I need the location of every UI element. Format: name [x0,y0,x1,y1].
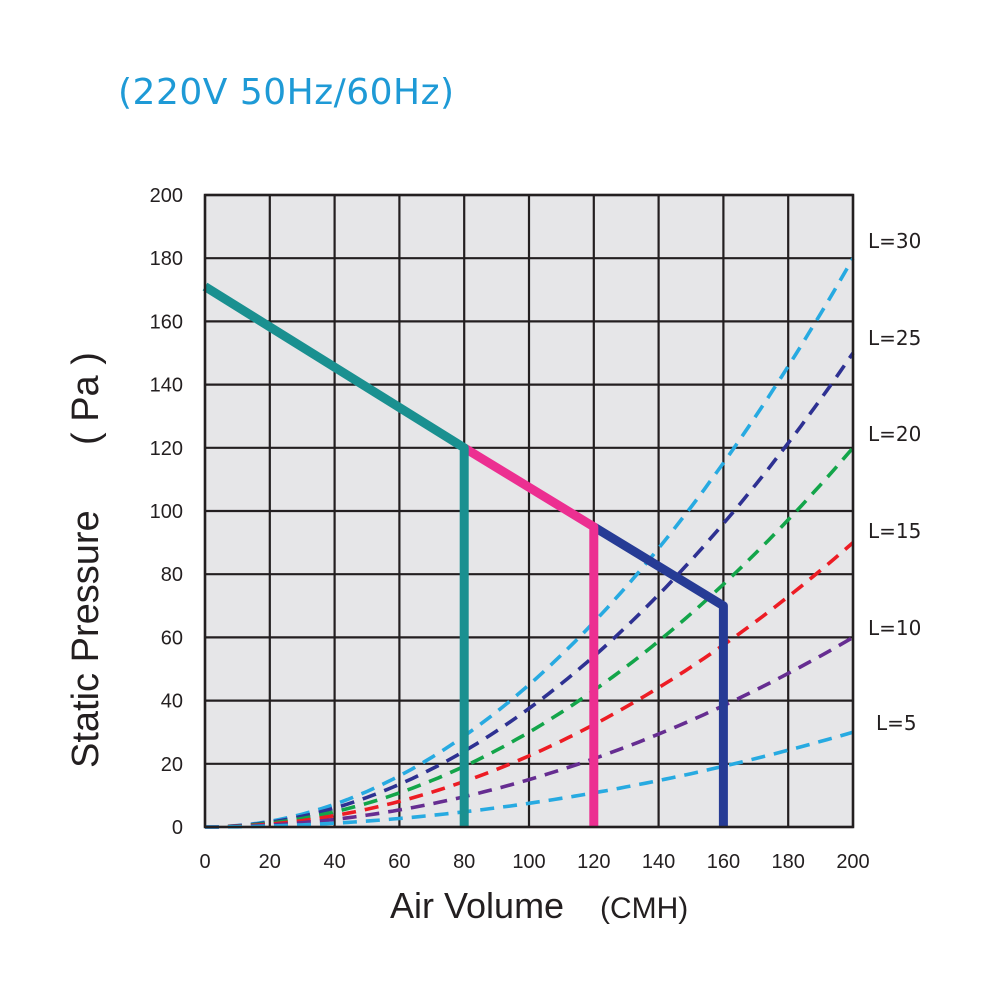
y-tick-labels: 0 20 40 60 80 100 120 140 160 180 200 [150,185,183,839]
legend-label: L=10 [868,616,921,640]
x-tick-label: 180 [772,851,805,873]
performance-curves [202,282,728,827]
x-tick-label: 140 [642,851,675,873]
plot-frame [203,193,855,829]
x-tick-label: 40 [323,851,345,873]
chart-title: (220V 50Hz/60Hz) [118,72,455,113]
system-curve-l-30 [204,257,855,829]
y-tick-label: 20 [161,754,183,776]
y-tick-label: 120 [150,438,183,460]
x-tick-label: 60 [388,851,410,873]
legend-label: L=25 [868,326,921,350]
x-tick-label: 80 [453,851,475,873]
y-tick-label: 180 [150,248,183,270]
y-axis-unit: ( Pa ) [65,352,107,445]
x-tick-label: 200 [836,851,869,873]
legend: L=30 L=25 L=20 L=15 L=10 L=5 [868,229,921,735]
legend-label: L=20 [868,422,921,446]
x-axis-label: Air Volume [390,885,564,926]
y-tick-label: 0 [172,817,183,839]
x-tick-label: 120 [577,851,610,873]
system-curve-l-25 [205,351,855,829]
system-curve-l-5 [205,730,854,829]
legend-label: L=15 [868,519,921,543]
performance-curve-high [591,522,728,827]
system-curve-l-15 [205,541,855,829]
y-tick-label: 40 [161,691,183,713]
y-tick-label: 60 [161,627,183,649]
performance-curve-medium [461,443,599,827]
x-tick-label: 100 [512,851,545,873]
system-curve-l-10 [205,635,854,829]
x-tick-labels: 0 20 40 60 80 100 120 140 160 180 200 [199,851,869,873]
x-tick-label: 20 [259,851,281,873]
y-tick-label: 140 [150,375,183,397]
legend-label: L=30 [868,229,921,253]
x-tick-label: 0 [199,851,210,873]
x-axis-unit: (CMH) [600,892,688,925]
performance-curve-low [202,282,469,827]
system-curves [204,257,855,829]
x-tick-label: 160 [707,851,740,873]
y-tick-label: 160 [150,311,183,333]
y-axis-label: Static Pressure [65,510,107,768]
y-tick-label: 100 [150,501,183,523]
y-tick-label: 80 [161,564,183,586]
y-tick-label: 200 [150,185,183,207]
legend-label: L=5 [876,711,917,735]
